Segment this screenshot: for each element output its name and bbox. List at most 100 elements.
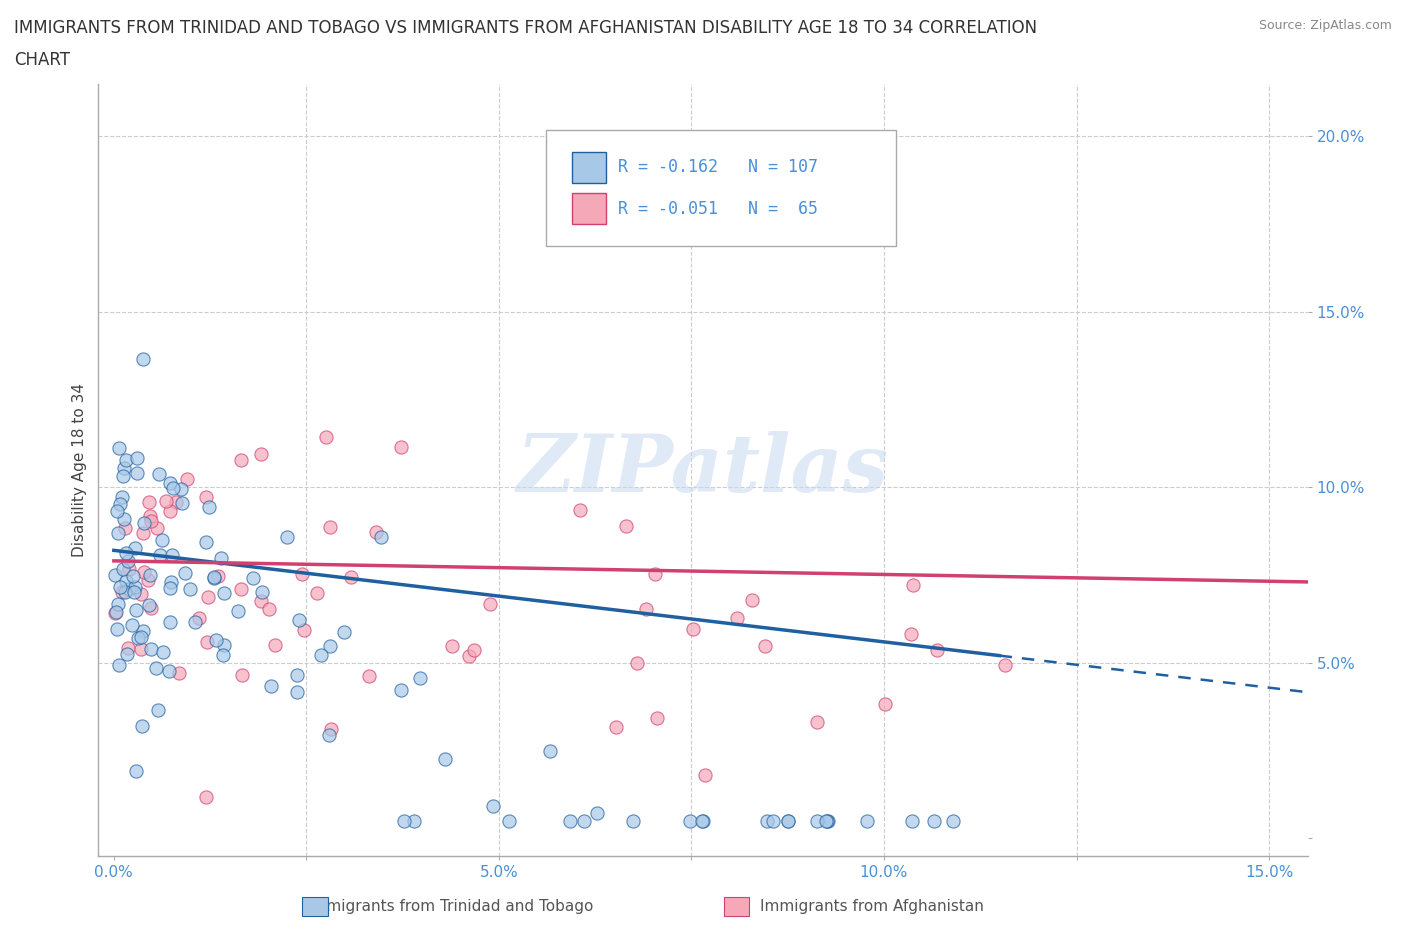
Point <box>690 813 713 828</box>
Point <box>754 638 776 653</box>
Point <box>107 525 129 540</box>
Point <box>131 718 153 733</box>
Point <box>305 586 328 601</box>
Point <box>249 446 271 461</box>
Point <box>176 472 198 486</box>
Point <box>231 453 253 468</box>
Point <box>121 618 143 632</box>
Point <box>105 503 128 518</box>
Point <box>202 569 225 584</box>
Point <box>194 790 217 804</box>
Point <box>942 813 965 828</box>
Point <box>124 579 146 594</box>
Point <box>569 502 592 517</box>
Point <box>159 503 181 518</box>
Text: Immigrants from Afghanistan: Immigrants from Afghanistan <box>759 899 984 914</box>
Point <box>127 631 149 645</box>
Point <box>209 551 232 565</box>
Point <box>148 702 170 717</box>
Point <box>257 602 280 617</box>
Point <box>125 450 148 465</box>
Point <box>166 494 188 509</box>
Point <box>644 567 666 582</box>
Point <box>115 546 138 561</box>
Point <box>340 569 363 584</box>
Point <box>204 632 226 647</box>
Point <box>159 580 181 595</box>
Point <box>179 581 201 596</box>
Point <box>108 658 131 672</box>
Point <box>111 585 134 600</box>
Point <box>404 813 426 828</box>
Point <box>333 625 356 640</box>
Point <box>134 516 156 531</box>
Point <box>107 441 129 456</box>
Point <box>117 641 139 656</box>
Point <box>146 521 169 536</box>
Point <box>285 668 308 683</box>
Point <box>242 570 264 585</box>
Point <box>141 642 163 657</box>
Point <box>115 574 138 589</box>
Point <box>645 711 668 726</box>
Point <box>614 519 637 534</box>
Point <box>117 646 139 661</box>
Point <box>132 525 155 540</box>
Point <box>127 466 149 481</box>
Text: Source: ZipAtlas.com: Source: ZipAtlas.com <box>1258 19 1392 32</box>
Point <box>900 627 922 642</box>
Point <box>806 813 828 828</box>
Point <box>115 453 138 468</box>
Point <box>922 813 945 828</box>
Point <box>458 648 481 663</box>
Point <box>194 490 217 505</box>
Point <box>112 562 135 577</box>
Point <box>104 605 127 620</box>
Point <box>778 813 800 828</box>
Point <box>250 593 273 608</box>
Point <box>141 601 163 616</box>
Point <box>319 722 342 737</box>
Point <box>679 813 702 828</box>
Text: IMMIGRANTS FROM TRINIDAD AND TOBAGO VS IMMIGRANTS FROM AFGHANISTAN DISABILITY AG: IMMIGRANTS FROM TRINIDAD AND TOBAGO VS I… <box>14 19 1038 36</box>
Point <box>132 624 155 639</box>
Point <box>498 813 520 828</box>
Point <box>112 512 135 526</box>
Y-axis label: Disability Age 18 to 34: Disability Age 18 to 34 <box>72 382 87 557</box>
Point <box>145 660 167 675</box>
Point <box>229 582 252 597</box>
Point <box>231 668 253 683</box>
Point <box>195 634 218 649</box>
Point <box>188 610 211 625</box>
Text: R = -0.162   N = 107: R = -0.162 N = 107 <box>619 158 818 176</box>
Point <box>226 604 249 618</box>
Point <box>856 813 879 828</box>
Point <box>626 656 648 671</box>
Text: CHART: CHART <box>14 51 70 69</box>
Point <box>148 466 170 481</box>
Point <box>276 529 298 544</box>
Point <box>357 669 380 684</box>
Point <box>756 813 779 828</box>
Point <box>318 728 340 743</box>
Text: ZIPatlas: ZIPatlas <box>517 431 889 509</box>
Point <box>873 697 896 711</box>
Point <box>138 495 160 510</box>
Point <box>815 813 838 828</box>
Point <box>560 813 582 828</box>
Point <box>111 489 134 504</box>
Point <box>138 568 160 583</box>
Point <box>264 637 287 652</box>
Point <box>572 813 595 828</box>
Point <box>124 541 146 556</box>
Point <box>586 805 609 820</box>
Point <box>197 590 219 604</box>
Point <box>364 525 387 539</box>
Point <box>260 679 283 694</box>
Point <box>118 562 141 577</box>
Point <box>538 743 561 758</box>
Point <box>129 630 152 644</box>
Bar <box>572 193 606 224</box>
Point <box>114 584 136 599</box>
Bar <box>572 152 606 182</box>
